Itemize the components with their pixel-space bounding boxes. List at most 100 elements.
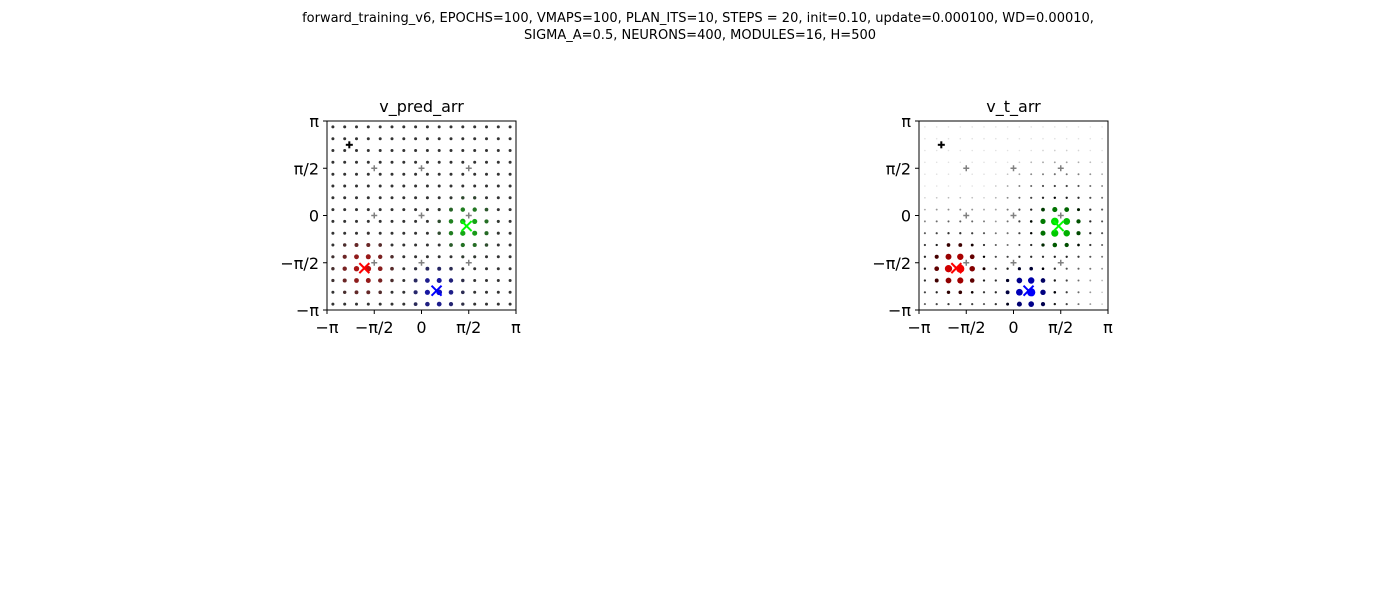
grid-point (449, 137, 453, 141)
grid-point (1101, 267, 1104, 270)
grid-point (1018, 137, 1021, 140)
grid-point (484, 243, 489, 247)
grid-point (924, 173, 926, 175)
grid-point (1065, 173, 1068, 176)
x-tick-label: −π (315, 318, 338, 337)
grid-point (437, 208, 441, 212)
grid-point (496, 267, 500, 271)
grid-point (485, 302, 488, 306)
grid-point (414, 231, 418, 235)
panel-v-pred-arr: v_pred_arr −π −π/2 0 π/2 π π π/2 0 −π/2 −π (280, 97, 521, 337)
grid-point (508, 149, 512, 152)
grid-point (508, 255, 512, 259)
grid-point (1040, 289, 1046, 296)
grid-point (331, 125, 335, 129)
grid-point (390, 196, 394, 200)
grid-point (1077, 291, 1080, 294)
target-x-marker (950, 262, 963, 274)
grid-point (448, 301, 454, 307)
grid-point (971, 126, 973, 128)
grid-point (496, 172, 500, 176)
grid-point (1018, 173, 1021, 176)
grid-point (390, 208, 394, 212)
grid-point (355, 302, 358, 306)
grid-point (402, 208, 406, 212)
grid-point (1051, 229, 1059, 237)
grid-point (1101, 220, 1104, 223)
grid-point (342, 278, 347, 283)
grid-point (1065, 279, 1068, 282)
grid-point (448, 230, 454, 236)
grid-point (1017, 267, 1021, 271)
grid-point (1042, 126, 1044, 128)
grid-point (414, 243, 418, 247)
grid-point (402, 196, 406, 200)
grid-point (473, 125, 477, 129)
grid-point (473, 255, 477, 259)
y-tick-label: π (309, 112, 319, 131)
grid-point (402, 290, 406, 294)
grid-point (425, 149, 429, 152)
grid-point (461, 302, 465, 306)
grid-point (994, 220, 997, 223)
gray-plus-marker (418, 212, 425, 219)
grid-point (995, 149, 997, 152)
grid-point (1018, 196, 1021, 199)
grid-point (1089, 291, 1092, 294)
grid-point (959, 149, 962, 152)
grid-point (366, 231, 370, 235)
grid-point (1053, 291, 1057, 294)
grid-point (449, 184, 453, 188)
panel-title: v_pred_arr (379, 97, 464, 117)
grid-point (1006, 302, 1010, 306)
grid-point (982, 303, 986, 306)
grid-point (946, 243, 951, 247)
grid-point (485, 196, 488, 200)
grid-point (436, 277, 442, 284)
gray-plus-marker (465, 212, 472, 219)
grid-point (460, 242, 465, 248)
grid-point (331, 302, 335, 306)
grid-point (508, 137, 512, 141)
grid-point (390, 266, 394, 271)
grid-point (983, 126, 985, 128)
grid-point (947, 302, 950, 306)
grid-point (959, 137, 962, 140)
grid-point (378, 137, 382, 141)
grid-point (959, 220, 962, 223)
grid-point (1101, 232, 1104, 235)
grid-point (1076, 231, 1081, 236)
grid-point (414, 196, 418, 200)
grid-point (994, 208, 997, 211)
x-tick-label: π/2 (456, 318, 481, 337)
grid-point (1016, 301, 1022, 307)
grid-point (473, 172, 477, 176)
figure-suptitle-line2: SIGMA_A=0.5, NEURONS=400, MODULES=16, H=… (524, 28, 876, 43)
grid-point (437, 172, 441, 176)
y-tick-label: 0 (309, 207, 319, 226)
grid-point (1006, 126, 1009, 128)
grid-point (355, 219, 358, 223)
panel-title: v_t_arr (986, 97, 1041, 117)
grid-point (1018, 255, 1021, 258)
grid-point (508, 172, 512, 176)
y-tick-label: π/2 (886, 159, 911, 178)
grid-point (485, 184, 488, 188)
grid-point (496, 137, 500, 141)
grid-point (496, 290, 500, 294)
grid-point (971, 196, 974, 199)
grid-point (1018, 208, 1021, 211)
grid-point (354, 243, 359, 247)
x-tick-label: −π (907, 318, 930, 337)
grid-point (366, 137, 370, 141)
grid-point (958, 290, 963, 295)
gray-plus-marker (371, 259, 378, 266)
grid-point (342, 266, 347, 271)
grid-point (485, 160, 488, 164)
grid-point (1054, 126, 1056, 128)
grid-point (366, 208, 370, 212)
grid-point (461, 160, 465, 164)
grid-point (460, 290, 465, 295)
grid-point (924, 185, 926, 187)
grid-point (378, 231, 382, 235)
